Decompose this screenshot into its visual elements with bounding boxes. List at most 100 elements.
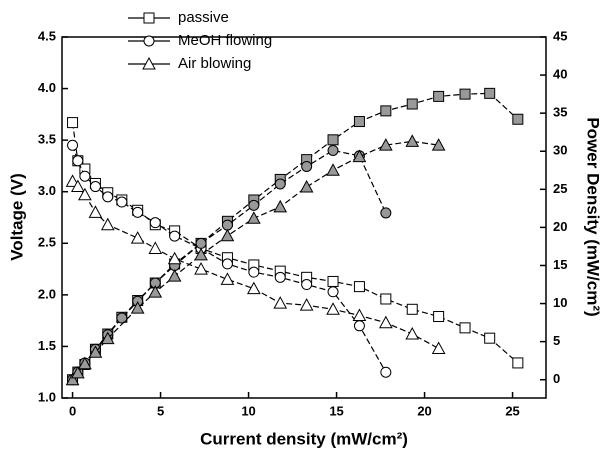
legend-label: MeOH flowing — [178, 32, 272, 49]
power-point — [70, 365, 85, 379]
power-point — [130, 301, 145, 314]
voltage-point — [246, 281, 261, 295]
y2-tick-label: 25 — [553, 181, 567, 196]
voltage-point — [484, 332, 496, 344]
power-point — [116, 312, 128, 324]
power-point — [433, 90, 445, 102]
power-line — [72, 140, 439, 381]
y2-tick-label: 35 — [553, 105, 567, 120]
voltage-point — [512, 357, 524, 369]
legend-marker — [143, 35, 155, 47]
voltage-point — [67, 139, 79, 151]
voltage-point — [301, 279, 313, 291]
voltage-point — [70, 179, 85, 193]
voltage-point — [380, 293, 392, 305]
voltage-point — [67, 117, 79, 129]
voltage-point — [78, 187, 92, 201]
power-point — [148, 285, 163, 298]
voltage-point — [72, 155, 84, 167]
voltage-point — [220, 272, 235, 285]
plot-frame — [61, 36, 547, 399]
voltage-point — [431, 341, 446, 354]
y2-tick-label: 15 — [553, 257, 567, 272]
power-point — [78, 356, 92, 370]
voltage-point — [353, 281, 365, 293]
power-point — [326, 163, 340, 176]
power-point — [65, 372, 80, 386]
voltage-point — [299, 298, 314, 311]
power-point — [327, 134, 339, 146]
voltage-point — [248, 266, 260, 278]
power-point — [405, 134, 420, 147]
voltage-point — [352, 308, 367, 321]
power-point — [100, 331, 115, 345]
x-tick-label: 20 — [417, 403, 431, 418]
voltage-point — [65, 174, 80, 187]
voltage-point — [327, 286, 339, 298]
power-point — [220, 228, 235, 242]
voltage-point — [89, 181, 101, 193]
y-tick-label: 1.5 — [38, 338, 56, 353]
voltage-point — [274, 271, 286, 283]
y-tick-label: 4.0 — [38, 80, 56, 95]
power-point — [352, 149, 367, 163]
y-tick-label: 2.0 — [38, 286, 56, 301]
voltage-line — [71, 145, 387, 373]
voltage-point — [167, 251, 182, 265]
voltage-point — [132, 206, 144, 218]
y2-tick-label: 5 — [553, 333, 560, 348]
voltage-point — [116, 196, 128, 208]
y-tick-label: 3.5 — [38, 132, 56, 147]
legend-label: passive — [178, 9, 229, 26]
power-point — [246, 211, 261, 224]
power-point — [88, 345, 103, 358]
voltage-line — [72, 180, 439, 350]
voltage-point — [405, 327, 420, 340]
power-point — [195, 237, 207, 249]
legend-marker — [143, 12, 155, 24]
y2-tick-label: 0 — [553, 371, 560, 386]
voltage-point — [88, 205, 103, 218]
y2-tick-label: 10 — [553, 295, 567, 310]
y-tick-label: 1.0 — [38, 389, 56, 404]
voltage-point — [380, 366, 392, 378]
power-point — [431, 138, 446, 151]
power-point — [378, 138, 393, 151]
power-point — [221, 219, 233, 231]
power-point — [274, 178, 286, 190]
legend-marker — [142, 56, 156, 70]
voltage-point — [327, 275, 339, 287]
x-tick-label: 10 — [241, 403, 255, 418]
power-point — [167, 269, 182, 282]
voltage-point — [378, 315, 393, 329]
voltage-point — [194, 262, 208, 275]
voltage-point — [102, 191, 114, 203]
y-tick-label: 3.0 — [38, 183, 56, 198]
voltage-point — [433, 311, 445, 323]
voltage-point — [459, 322, 471, 334]
power-point — [380, 105, 392, 117]
power-point — [406, 98, 418, 110]
y2-tick-label: 40 — [553, 67, 567, 82]
voltage-point — [221, 258, 233, 270]
voltage-point — [169, 230, 181, 242]
power-point — [273, 199, 288, 213]
voltage-point — [79, 170, 91, 182]
voltage-point — [149, 217, 161, 229]
x-tick-label: 25 — [505, 403, 519, 418]
power-point — [484, 87, 496, 99]
power-point — [248, 199, 260, 211]
y2-axis-label: Power Density (mW/cm²) — [584, 117, 603, 316]
voltage-point — [273, 296, 288, 309]
power-point — [327, 144, 339, 156]
y2-tick-label: 30 — [553, 143, 567, 158]
power-point — [512, 113, 524, 125]
x-tick-label: 5 — [157, 403, 164, 418]
x-axis-label: Current density (mW/cm²) — [200, 429, 408, 448]
voltage-point — [406, 303, 418, 315]
voltage-line — [71, 122, 519, 364]
voltage-point — [326, 302, 340, 315]
power-point — [380, 207, 392, 219]
voltage-point — [130, 231, 145, 244]
